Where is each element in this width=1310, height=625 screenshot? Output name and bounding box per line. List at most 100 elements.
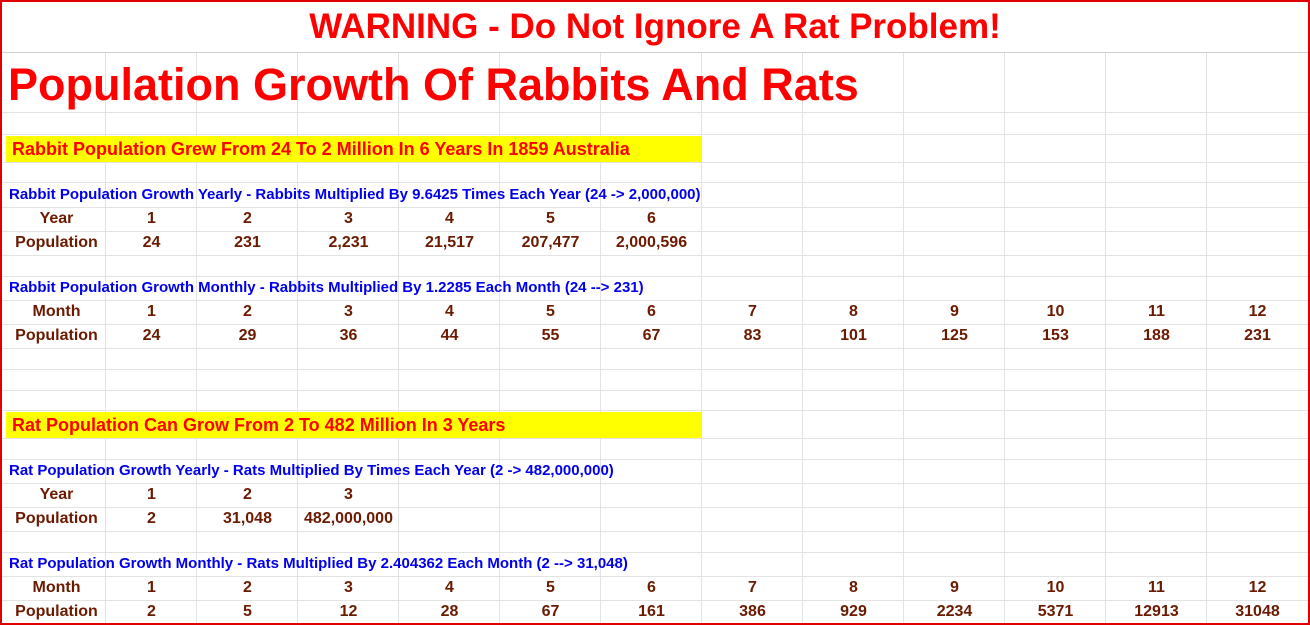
rabbit-yearly-header-row: Year 1 2 3 4 5 6: [2, 207, 1308, 231]
period-cell: 1: [147, 303, 156, 320]
gridline: [2, 162, 1308, 163]
period-cell: 6: [647, 210, 656, 227]
value-cell: 161: [638, 603, 665, 620]
period-cell: 4: [445, 303, 454, 320]
gridline: [2, 276, 1308, 277]
rat-monthly-header-row: Month 1 2 3 4 5 6 7 8 9 10 11 12: [2, 576, 1308, 600]
rabbit-headline-highlight: Rabbit Population Grew From 24 To 2 Mill…: [6, 136, 702, 162]
value-cell: 2,231: [328, 234, 369, 251]
gridline: [802, 52, 803, 623]
period-cell: 3: [344, 486, 353, 503]
gridline: [2, 255, 1308, 256]
period-cell: 2: [243, 579, 252, 596]
period-cell: 9: [950, 579, 959, 596]
row-header: Population: [15, 603, 98, 620]
gridline: [2, 438, 1308, 439]
value-cell: 2: [147, 603, 156, 620]
rat-headline: Rat Population Can Grow From 2 To 482 Mi…: [12, 415, 506, 435]
value-cell: 5: [243, 603, 252, 620]
gridline: [2, 483, 1308, 484]
row-header: Population: [15, 234, 98, 251]
gridline: [2, 112, 1308, 113]
row-header: Population: [15, 510, 98, 527]
value-cell: 207,477: [521, 234, 580, 251]
period-cell: 6: [647, 579, 656, 596]
gridline: [903, 52, 904, 623]
row-header: Year: [39, 486, 74, 503]
period-cell: 8: [849, 579, 858, 596]
period-cell: 4: [445, 579, 454, 596]
period-cell: 9: [950, 303, 959, 320]
warning-banner: WARNING - Do Not Ignore A Rat Problem!: [2, 2, 1308, 53]
period-cell: 5: [546, 303, 555, 320]
value-cell: 386: [739, 603, 766, 620]
period-cell: 2: [243, 303, 252, 320]
row-header: Month: [32, 579, 81, 596]
rabbit-monthly-header-row: Month 1 2 3 4 5 6 7 8 9 10 11 12: [2, 300, 1308, 324]
gridline: [105, 52, 106, 623]
rat-yearly-label: Rat Population Growth Yearly - Rats Mult…: [9, 462, 614, 479]
period-cell: 3: [344, 210, 353, 227]
gridline: [2, 231, 1308, 232]
period-cell: 1: [147, 210, 156, 227]
period-cell: 2: [243, 210, 252, 227]
value-cell: 482,000,000: [304, 510, 393, 527]
value-cell: 67: [642, 327, 661, 344]
rabbit-monthly-population-row: Population 24 29 36 44 55 67 83 101 125 …: [2, 324, 1308, 348]
period-cell: 11: [1148, 579, 1165, 596]
rabbit-headline: Rabbit Population Grew From 24 To 2 Mill…: [12, 139, 630, 159]
period-cell: 3: [344, 303, 353, 320]
gridline: [2, 182, 1308, 183]
gridline: [2, 348, 1308, 349]
value-cell: 29: [238, 327, 257, 344]
value-cell: 24: [142, 234, 161, 251]
value-cell: 28: [440, 603, 459, 620]
value-cell: 83: [743, 327, 762, 344]
period-cell: 8: [849, 303, 858, 320]
rabbit-yearly-label: Rabbit Population Growth Yearly - Rabbit…: [9, 186, 701, 203]
period-cell: 12: [1248, 303, 1267, 320]
value-cell: 21,517: [425, 234, 474, 251]
value-cell: 101: [840, 327, 867, 344]
gridline: [2, 410, 1308, 411]
value-cell: 31048: [1235, 603, 1280, 620]
gridline: [2, 576, 1308, 577]
gridline: [2, 134, 1308, 135]
period-cell: 1: [147, 579, 156, 596]
gridline: [2, 324, 1308, 325]
value-cell: 125: [941, 327, 968, 344]
gridline: [701, 52, 702, 623]
period-cell: 11: [1148, 303, 1165, 320]
gridline: [2, 300, 1308, 301]
value-cell: 55: [541, 327, 560, 344]
value-cell: 67: [541, 603, 560, 620]
value-cell: 2234: [936, 603, 973, 620]
period-cell: 2: [243, 486, 252, 503]
gridline: [398, 52, 399, 623]
value-cell: 2: [147, 510, 156, 527]
period-cell: 5: [546, 579, 555, 596]
gridline: [2, 552, 1308, 553]
value-cell: 929: [840, 603, 867, 620]
gridline: [196, 52, 197, 623]
gridline: [499, 52, 500, 623]
gridline: [2, 459, 1308, 460]
period-cell: 12: [1248, 579, 1267, 596]
gridline: [297, 52, 298, 623]
rat-headline-highlight: Rat Population Can Grow From 2 To 482 Mi…: [6, 412, 702, 438]
rat-yearly-population-row: Population 2 31,048 482,000,000: [2, 507, 1308, 531]
rat-yearly-header-row: Year 1 2 3: [2, 483, 1308, 507]
value-cell: 5371: [1037, 603, 1074, 620]
period-cell: 4: [445, 210, 454, 227]
rabbit-yearly-population-row: Population 24 231 2,231 21,517 207,477 2…: [2, 231, 1308, 255]
value-cell: 12: [339, 603, 358, 620]
warning-text: WARNING - Do Not Ignore A Rat Problem!: [309, 7, 1001, 46]
period-cell: 10: [1046, 579, 1065, 596]
row-header: Population: [15, 327, 98, 344]
period-cell: 10: [1046, 303, 1065, 320]
value-cell: 153: [1042, 327, 1069, 344]
rabbit-monthly-label: Rabbit Population Growth Monthly - Rabbi…: [9, 279, 644, 296]
value-cell: 12913: [1134, 603, 1179, 620]
value-cell: 231: [1244, 327, 1271, 344]
value-cell: 2,000,596: [615, 234, 688, 251]
